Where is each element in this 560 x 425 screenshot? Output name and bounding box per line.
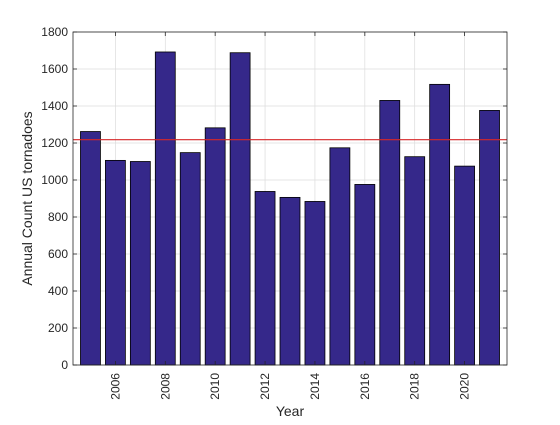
bar-2019	[429, 83, 451, 366]
bar-2012	[254, 191, 276, 366]
bar-2010	[204, 127, 226, 366]
bars	[80, 51, 500, 366]
bar-2021	[479, 110, 500, 366]
x-tick-label: 2016	[358, 373, 372, 400]
bar-2015	[329, 147, 351, 366]
y-tick-label: 1200	[41, 136, 68, 150]
x-tick-label: 2020	[458, 373, 472, 400]
y-tick-label: 800	[48, 210, 68, 224]
x-tick-label: 2014	[308, 373, 322, 400]
y-tick-label: 200	[48, 321, 68, 335]
plot-frame	[72, 31, 508, 366]
x-axis-label: Year	[276, 403, 305, 419]
x-tick-label: 2008	[158, 373, 172, 400]
bar-2020	[454, 165, 475, 366]
y-tick-label: 0	[61, 358, 68, 372]
bar-2009	[179, 152, 201, 366]
y-tick-label: 1000	[41, 173, 68, 187]
bar-2006	[105, 159, 126, 366]
bar-2007	[129, 161, 151, 366]
bar-2008	[154, 51, 176, 366]
bar-2014	[304, 201, 326, 366]
x-tick-label: 2018	[408, 373, 422, 400]
y-axis-label: Annual Count US tornadoes	[19, 111, 35, 285]
x-tick-label: 2006	[108, 373, 122, 400]
bar-2011	[229, 52, 251, 366]
y-tick-label: 400	[48, 284, 68, 298]
bar-2018	[404, 156, 426, 366]
bar-2005	[80, 131, 101, 366]
y-tick-label: 1600	[41, 62, 68, 76]
axis-ticks: 0 200 400 600 800 1000 1200 1400 1600 1800 2006 200…	[41, 25, 507, 400]
bar-2016	[354, 184, 376, 366]
y-tick-label: 1400	[41, 99, 68, 113]
y-tick-label: 600	[48, 247, 68, 261]
x-tick-label: 2010	[208, 373, 222, 400]
x-tick-label: 2012	[258, 373, 272, 400]
y-tick-label: 1800	[41, 25, 68, 39]
bar-2013	[279, 196, 301, 366]
